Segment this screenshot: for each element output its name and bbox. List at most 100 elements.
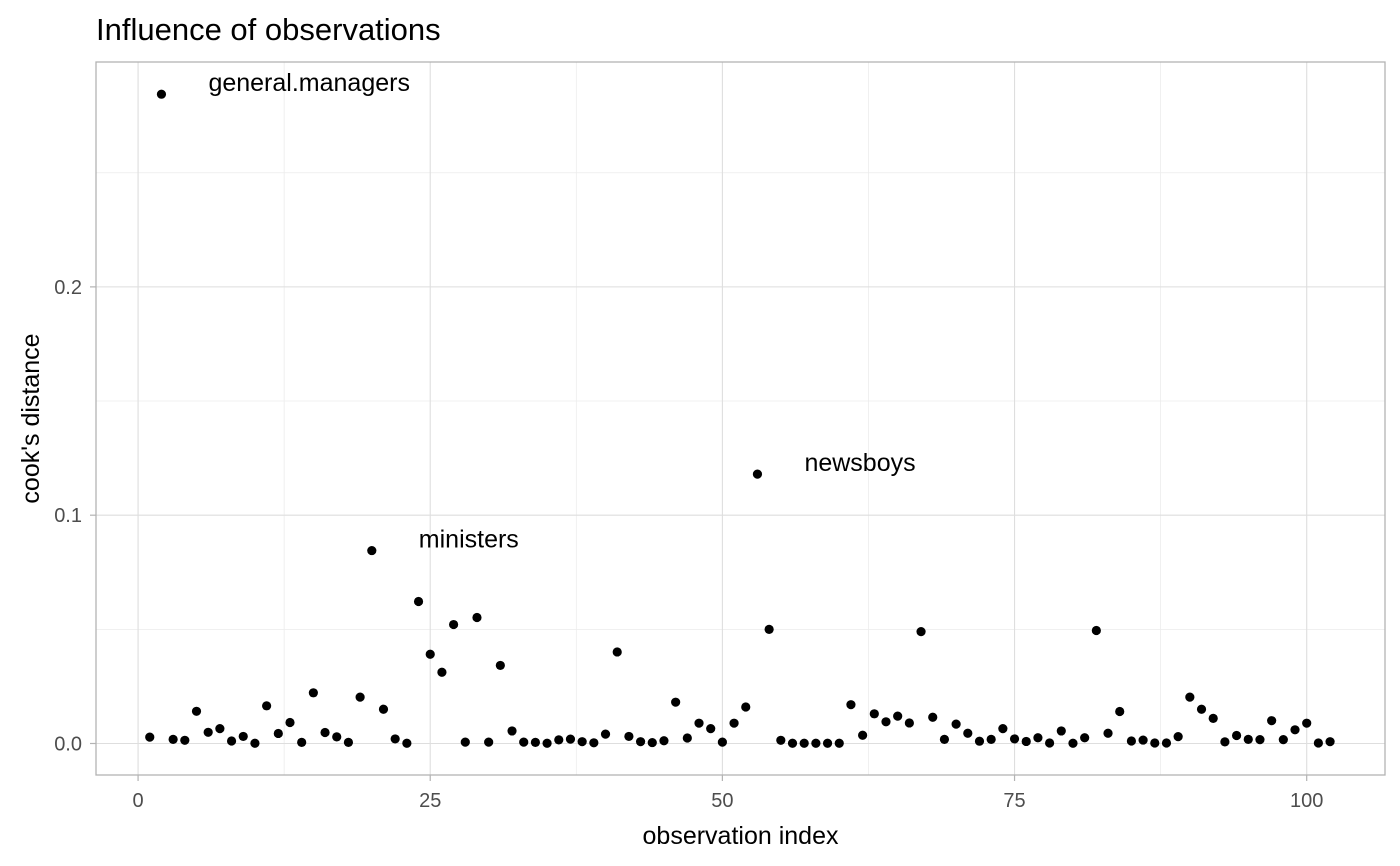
- data-point: [250, 738, 260, 748]
- data-point: [612, 647, 622, 657]
- data-point: [1302, 718, 1312, 728]
- x-tick-label: 100: [1290, 790, 1323, 812]
- data-point: [986, 734, 996, 744]
- data-point: [1313, 738, 1323, 748]
- data-point: [262, 701, 272, 711]
- data-point: [1278, 735, 1288, 745]
- data-point: [390, 734, 400, 744]
- data-point: [893, 711, 903, 721]
- data-point: [1033, 733, 1043, 743]
- data-point: [974, 736, 985, 746]
- data-point: [916, 627, 926, 637]
- data-point: [881, 717, 891, 727]
- data-point: [1267, 716, 1277, 726]
- data-point: [542, 738, 552, 748]
- data-point: [635, 737, 646, 747]
- data-point: [729, 718, 739, 728]
- data-point: [928, 712, 938, 722]
- data-point: [1185, 692, 1195, 702]
- x-tick-label: 0: [133, 790, 144, 812]
- data-point: [624, 731, 634, 742]
- data-point: [1231, 730, 1242, 741]
- y-tick-label: 0.0: [54, 733, 82, 755]
- data-point: [1056, 726, 1066, 736]
- data-point: [308, 688, 318, 698]
- data-point: [858, 730, 868, 740]
- data-point: [472, 612, 482, 623]
- data-point: [846, 700, 856, 710]
- data-points: [145, 89, 1335, 748]
- data-point: [1045, 738, 1055, 748]
- data-point: [285, 717, 295, 728]
- data-point: [203, 727, 213, 737]
- data-point: [1091, 625, 1101, 636]
- data-point: [1173, 732, 1183, 742]
- data-point: [1255, 735, 1265, 745]
- data-point: [320, 727, 330, 738]
- point-annotation: ministers: [419, 526, 519, 554]
- data-point: [963, 728, 973, 738]
- data-point: [343, 737, 354, 747]
- data-point: [1161, 738, 1172, 748]
- data-point: [577, 737, 587, 747]
- data-point: [145, 732, 155, 742]
- data-point: [238, 731, 248, 742]
- data-point: [1325, 737, 1335, 747]
- data-point: [1080, 733, 1090, 743]
- data-point: [1196, 704, 1207, 714]
- data-point: [1103, 728, 1113, 738]
- data-point: [659, 736, 669, 746]
- data-point: [752, 469, 763, 479]
- x-axis-title: observation index: [643, 822, 839, 850]
- data-point: [1115, 706, 1125, 717]
- data-point: [495, 660, 505, 671]
- data-point: [191, 706, 202, 716]
- data-point: [413, 596, 424, 607]
- data-point: [449, 619, 459, 630]
- data-point: [554, 735, 564, 745]
- data-point: [273, 728, 283, 739]
- data-point: [776, 735, 786, 745]
- data-point: [460, 737, 470, 747]
- data-point: [1009, 734, 1020, 744]
- x-tick-label: 25: [419, 790, 441, 812]
- data-point: [156, 89, 167, 99]
- data-point: [1243, 734, 1253, 744]
- data-point: [1220, 737, 1230, 747]
- y-axis-title: cook's distance: [17, 333, 45, 503]
- data-point: [1068, 738, 1078, 748]
- data-point: [425, 649, 435, 659]
- data-point: [834, 738, 844, 748]
- data-point: [367, 545, 377, 556]
- data-point: [822, 738, 833, 748]
- point-annotations: general.managers ministers newsboys: [208, 69, 915, 553]
- data-point: [811, 738, 821, 748]
- data-point: [215, 724, 225, 734]
- data-point: [682, 733, 692, 743]
- data-point: [226, 736, 237, 746]
- data-point: [484, 737, 494, 747]
- data-point: [741, 702, 751, 712]
- axis-ticks: 0 25 50 75 100 0.0 0.1 0.2: [54, 277, 1323, 812]
- data-point: [799, 738, 809, 748]
- data-point: [332, 732, 342, 742]
- data-point: [589, 738, 599, 748]
- data-point: [939, 734, 950, 744]
- data-point: [904, 718, 914, 728]
- chart-title: Influence of observations: [96, 12, 441, 47]
- data-point: [168, 734, 178, 744]
- grid-lines: [96, 62, 1385, 775]
- data-point: [180, 735, 190, 745]
- x-tick-label: 75: [1003, 790, 1025, 812]
- data-point: [402, 738, 412, 748]
- y-tick-label: 0.1: [54, 505, 82, 527]
- data-point: [1290, 725, 1300, 735]
- point-annotation: general.managers: [208, 69, 410, 97]
- data-point: [787, 738, 798, 748]
- data-point: [1126, 736, 1137, 746]
- data-point: [764, 624, 774, 634]
- point-annotation: newsboys: [804, 449, 915, 477]
- data-point: [647, 737, 657, 748]
- data-point: [355, 692, 365, 702]
